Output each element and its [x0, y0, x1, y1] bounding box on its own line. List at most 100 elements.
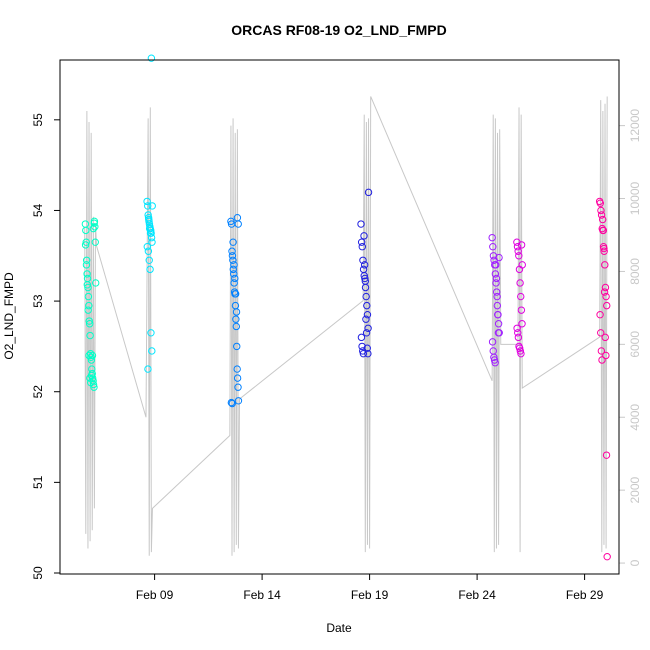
- data-point-rf08: [85, 351, 93, 360]
- x-axis-label: Date: [326, 621, 352, 635]
- data-point-rf10: [230, 279, 238, 287]
- data-point-rf10: [232, 308, 241, 316]
- data-point-rf10: [232, 322, 241, 331]
- data-point-rf08: [81, 241, 90, 249]
- data-point-rf13: [515, 252, 523, 260]
- data-point-rf08: [82, 238, 90, 246]
- data-point-rf14: [597, 211, 606, 219]
- data-point-rf11: [362, 292, 370, 301]
- data-point-rf11: [363, 301, 371, 310]
- data-point-rf14: [602, 292, 610, 301]
- data-point-rf13: [518, 320, 526, 328]
- y-tick-label: 52: [31, 385, 45, 399]
- data-point-rf09: [148, 347, 156, 355]
- data-point-rf14: [603, 301, 611, 310]
- data-point-rf09: [147, 54, 156, 62]
- data-point-rf12: [495, 253, 503, 262]
- data-point-rf09: [147, 329, 155, 337]
- data-point-rf10: [231, 290, 240, 298]
- chart-title: ORCAS RF08-19 O2_LND_FMPD: [231, 22, 447, 38]
- y2-tick-label: 4000: [628, 404, 642, 431]
- data-point-rf13: [516, 279, 524, 287]
- data-point-rf11: [363, 310, 372, 319]
- plot-frame: [59, 59, 620, 575]
- data-point-rf13: [514, 247, 522, 255]
- data-point-rf09: [143, 197, 151, 206]
- data-point-rf12: [494, 310, 502, 319]
- data-point-rf11: [358, 342, 366, 351]
- data-point-rf08: [89, 224, 98, 233]
- data-point-rf08: [85, 320, 94, 328]
- y-axis-label: O2_LND_FMPD: [2, 272, 16, 360]
- data-point-rf12: [490, 353, 498, 361]
- data-point-rf08: [82, 226, 90, 235]
- data-point-rf11: [359, 349, 368, 358]
- data-point-rf10: [231, 274, 239, 283]
- data-point-rf12: [492, 261, 500, 269]
- data-point-rf12: [491, 359, 499, 367]
- data-point-rf09: [147, 233, 156, 242]
- data-point-rf10: [228, 247, 236, 255]
- data-point-rf13: [517, 292, 525, 301]
- x-tick-label: Feb 14: [243, 588, 281, 602]
- data-point-rf11: [360, 261, 369, 269]
- data-point-rf10: [227, 398, 236, 407]
- data-point-rf08: [85, 301, 93, 310]
- data-point-rf13: [514, 333, 523, 342]
- data-point-rf13: [515, 344, 524, 352]
- data-point-rf10: [229, 238, 237, 246]
- data-point-rf08: [83, 270, 91, 278]
- data-point-rf09: [148, 238, 156, 246]
- data-point-rf12: [489, 243, 497, 251]
- data-point-rf10: [229, 265, 237, 274]
- data-point-rf08: [88, 351, 97, 360]
- data-point-rf08: [82, 261, 91, 269]
- y-tick-label: 55: [31, 113, 45, 127]
- data-point-rf09: [145, 224, 154, 233]
- data-point-rf11: [362, 315, 370, 323]
- y-tick-label: 50: [31, 566, 45, 580]
- data-point-rf09: [144, 247, 153, 255]
- data-point-rf13: [518, 261, 526, 269]
- data-point-rf10: [233, 374, 242, 382]
- data-point-rf11: [361, 274, 369, 283]
- data-point-rf14: [602, 451, 611, 459]
- data-point-rf10: [230, 270, 238, 278]
- data-point-rf08: [90, 219, 98, 227]
- data-point-rf14: [600, 288, 609, 296]
- data-point-rf08: [83, 281, 92, 289]
- data-point-rf09: [143, 243, 151, 251]
- data-point-rf08: [87, 378, 95, 387]
- y-tick-label: 54: [31, 203, 45, 217]
- data-point-rf14: [598, 356, 606, 364]
- data-point-rf13: [517, 349, 525, 358]
- data-point-rf08: [84, 292, 93, 301]
- data-point-rf12: [494, 320, 503, 328]
- data-point-rf11: [359, 256, 367, 264]
- data-point-rf14: [601, 261, 609, 269]
- data-point-rf10: [234, 220, 242, 228]
- data-point-rf09: [145, 256, 153, 264]
- y2-tick-label: 6000: [628, 331, 642, 358]
- data-point-rf08: [87, 353, 95, 361]
- data-point-rf12: [494, 329, 503, 337]
- data-point-rf12: [492, 279, 500, 287]
- y-tick-label: 53: [31, 294, 45, 308]
- data-point-rf11: [362, 329, 371, 337]
- data-point-rf14: [602, 351, 610, 360]
- data-point-rf12: [490, 356, 499, 364]
- data-point-rf11: [357, 238, 366, 246]
- y2-tick-label: 0: [628, 559, 642, 566]
- data-point-rf11: [364, 349, 372, 358]
- data-point-rf11: [364, 324, 372, 332]
- data-point-rf10: [229, 256, 237, 264]
- data-point-rf13: [517, 241, 526, 249]
- data-point-rf14: [601, 333, 609, 342]
- y2-tick-label: 12000: [628, 109, 642, 143]
- data-point-rf14: [599, 226, 608, 235]
- data-point-rf12: [493, 292, 501, 301]
- data-point-rf12: [492, 288, 501, 296]
